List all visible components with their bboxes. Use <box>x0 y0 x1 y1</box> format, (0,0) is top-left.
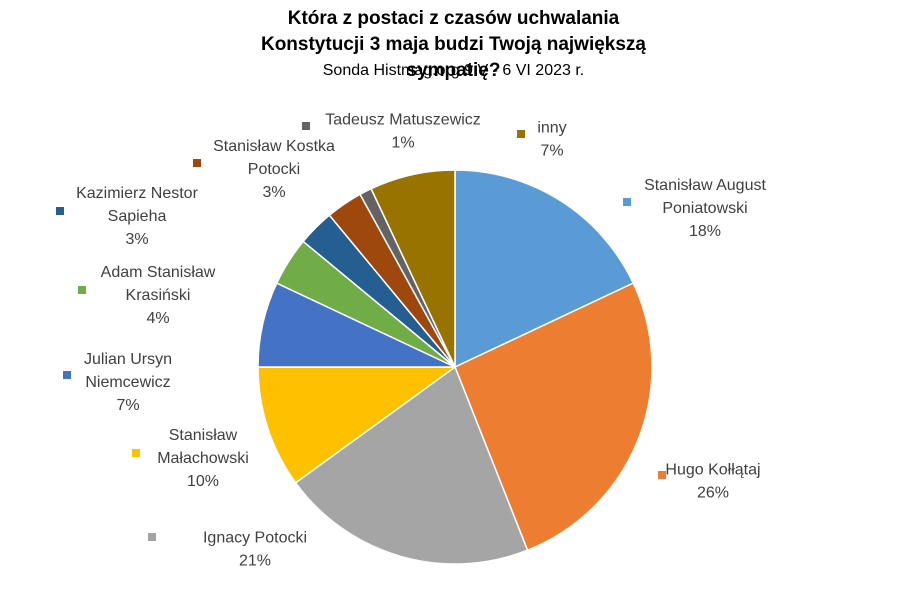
pie-slice-2 <box>454 282 653 552</box>
slice-name-label: Poniatowski <box>662 200 747 217</box>
slice-value-label: 21% <box>239 553 271 570</box>
slice-name-label: Stanisław August <box>644 177 766 194</box>
pie-slice-10 <box>370 169 456 368</box>
slice-value-label: 18% <box>689 223 721 240</box>
pie-slice-4 <box>257 366 458 484</box>
legend-marker-10 <box>517 130 525 138</box>
slice-value-label: 7% <box>116 397 139 414</box>
slice-value-label: 26% <box>697 485 729 502</box>
slice-name-label: Potocki <box>248 161 300 178</box>
chart-subtitle: Sonda Histmag.org 9 V - 6 VI 2023 r. <box>322 62 585 79</box>
pie-slice-1 <box>454 169 635 369</box>
slice-label-7: Kazimierz Nestor Sapieha 3% <box>56 185 199 248</box>
slice-name-label: Tadeusz Matuszewicz <box>325 112 481 129</box>
legend-marker-7 <box>56 207 64 215</box>
legend-marker-4 <box>132 449 140 457</box>
slice-label-4: Stanisław Małachowski 10% <box>132 427 249 490</box>
slice-value-label: 7% <box>540 143 563 160</box>
legend-marker-6 <box>78 286 86 294</box>
slice-name-label: Niemcewicz <box>85 374 170 391</box>
slice-name-label: inny <box>537 120 566 137</box>
slice-label-9: Tadeusz Matuszewicz 1% <box>302 112 481 152</box>
legend-marker-1 <box>623 198 631 206</box>
slice-name-label: Stanisław Kostka <box>213 138 335 155</box>
legend-marker-5 <box>63 371 71 379</box>
legend-marker-9 <box>302 122 310 130</box>
legend-marker-2 <box>658 471 666 479</box>
slice-name-label: Małachowski <box>157 450 249 467</box>
chart-title: Która z postaci z czasów uchwalania Kons… <box>0 6 907 84</box>
legend-marker-8 <box>193 159 201 167</box>
slice-label-2: Hugo Kołłątaj 26% <box>658 462 761 502</box>
legend-marker-3 <box>148 533 156 541</box>
slice-value-label: 1% <box>391 135 414 152</box>
slice-label-1: Stanisław August Poniatowski 18% <box>623 177 766 240</box>
slice-label-6: Adam Stanisław Krasiński 4% <box>78 264 216 327</box>
slice-value-label: 4% <box>146 310 169 327</box>
slice-name-label: Kazimierz Nestor <box>76 185 198 202</box>
slice-name-label: Ignacy Potocki <box>203 530 307 547</box>
slice-name-label: Krasiński <box>126 287 191 304</box>
slice-value-label: 10% <box>187 473 219 490</box>
slice-value-label: 3% <box>262 184 285 201</box>
slice-name-label: Hugo Kołłątaj <box>665 462 760 479</box>
pie-slice-3 <box>294 365 529 565</box>
slice-value-label: 3% <box>125 231 148 248</box>
slice-label-10: inny 7% <box>517 120 567 160</box>
chart-title-text: Która z postaci z czasów uchwalania Kons… <box>260 8 647 81</box>
slice-name-label: Julian Ursyn <box>84 351 172 368</box>
slice-label-5: Julian Ursyn Niemcewicz 7% <box>63 351 172 414</box>
slice-name-label: Stanisław <box>169 427 238 444</box>
slice-label-8: Stanisław Kostka Potocki 3% <box>193 138 335 201</box>
slice-name-label: Sapieha <box>108 208 167 225</box>
slice-name-label: Adam Stanisław <box>101 264 216 281</box>
slice-label-3: Ignacy Potocki 21% <box>148 530 307 570</box>
